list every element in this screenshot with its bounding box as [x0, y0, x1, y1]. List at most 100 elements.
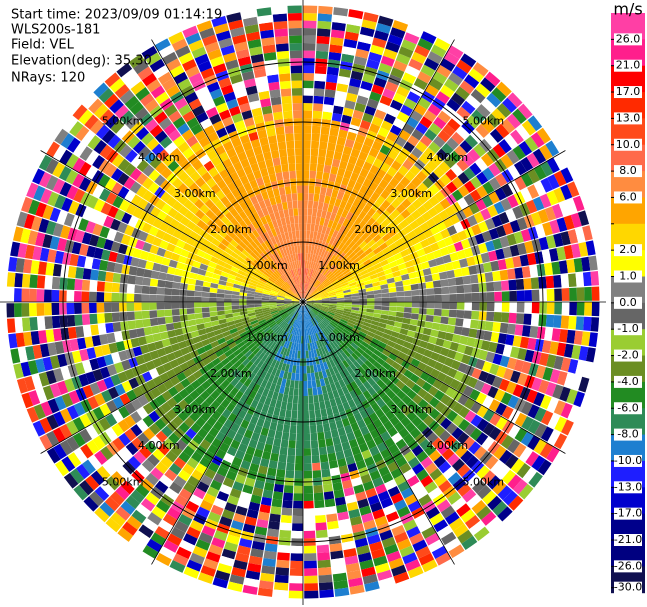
gate [283, 323, 289, 331]
gate [290, 287, 296, 294]
gate [383, 328, 393, 336]
gate [318, 322, 325, 330]
gate [295, 253, 299, 262]
gate [398, 427, 410, 439]
gate [359, 168, 369, 178]
gate [47, 249, 57, 263]
gate [307, 215, 312, 224]
gate [329, 398, 337, 408]
gate [243, 453, 254, 463]
gate [383, 420, 394, 431]
gate [231, 291, 240, 296]
gate [288, 163, 296, 172]
gate [411, 416, 423, 428]
gate [486, 475, 502, 490]
gate [235, 223, 244, 233]
gate [307, 327, 311, 336]
gate [350, 290, 359, 295]
gate [250, 240, 258, 249]
gate [459, 80, 475, 95]
gate [482, 167, 495, 181]
gate [336, 297, 345, 301]
gate [369, 341, 378, 349]
gate [407, 135, 420, 147]
gate [149, 124, 163, 138]
colorbar-label-bg [614, 33, 642, 46]
gate [61, 197, 73, 212]
gate [215, 394, 225, 405]
gate [318, 265, 324, 273]
gate [150, 467, 164, 480]
gate [129, 101, 144, 116]
gate [281, 313, 289, 319]
gate [409, 319, 419, 326]
gate [261, 303, 270, 307]
gate [318, 287, 326, 293]
gate [419, 134, 433, 147]
gate [210, 56, 225, 68]
gate [269, 212, 276, 222]
gate [176, 334, 186, 343]
gate [162, 154, 175, 167]
gate [315, 348, 321, 357]
gate [358, 266, 367, 273]
gate [291, 286, 297, 294]
gate [343, 349, 351, 358]
gate [239, 201, 249, 211]
gate [347, 179, 356, 189]
gate [453, 370, 465, 382]
gate [405, 214, 416, 225]
gate [259, 264, 267, 272]
gate [385, 237, 395, 247]
gate [390, 209, 401, 219]
gate [362, 161, 373, 172]
gate [220, 215, 230, 225]
gate [296, 292, 301, 299]
gate [382, 349, 391, 357]
gate [358, 384, 368, 394]
gate [183, 199, 194, 210]
gate [173, 321, 182, 330]
gate [402, 159, 414, 171]
gate [350, 380, 359, 390]
gate [219, 555, 235, 567]
gate [186, 358, 196, 368]
gate [240, 460, 251, 470]
gate [285, 193, 292, 202]
gate [379, 242, 388, 251]
gate [15, 332, 25, 348]
gate [142, 177, 154, 190]
gate [81, 232, 93, 245]
gate [457, 394, 469, 406]
gate [277, 392, 284, 402]
gate [148, 423, 161, 436]
gate [38, 372, 50, 387]
gate [361, 340, 370, 349]
gate [484, 71, 501, 87]
gate [105, 322, 114, 334]
gate [139, 445, 152, 459]
gate [344, 271, 352, 278]
gate [159, 239, 169, 250]
gate [438, 271, 448, 280]
gate [339, 434, 349, 444]
gate [286, 455, 295, 464]
gate [321, 305, 329, 309]
gate [189, 272, 198, 280]
gate [236, 168, 246, 179]
gate [178, 451, 191, 463]
gate [381, 310, 390, 316]
gate [303, 193, 309, 201]
gate [209, 311, 218, 317]
gate [272, 272, 279, 280]
gate [471, 224, 482, 236]
gate [246, 302, 255, 305]
gate [179, 233, 189, 243]
gate [176, 355, 186, 366]
gate [426, 159, 438, 172]
gate [256, 441, 266, 451]
gate [197, 60, 212, 73]
gate [418, 552, 435, 566]
gate [445, 386, 456, 398]
gate [168, 31, 185, 45]
